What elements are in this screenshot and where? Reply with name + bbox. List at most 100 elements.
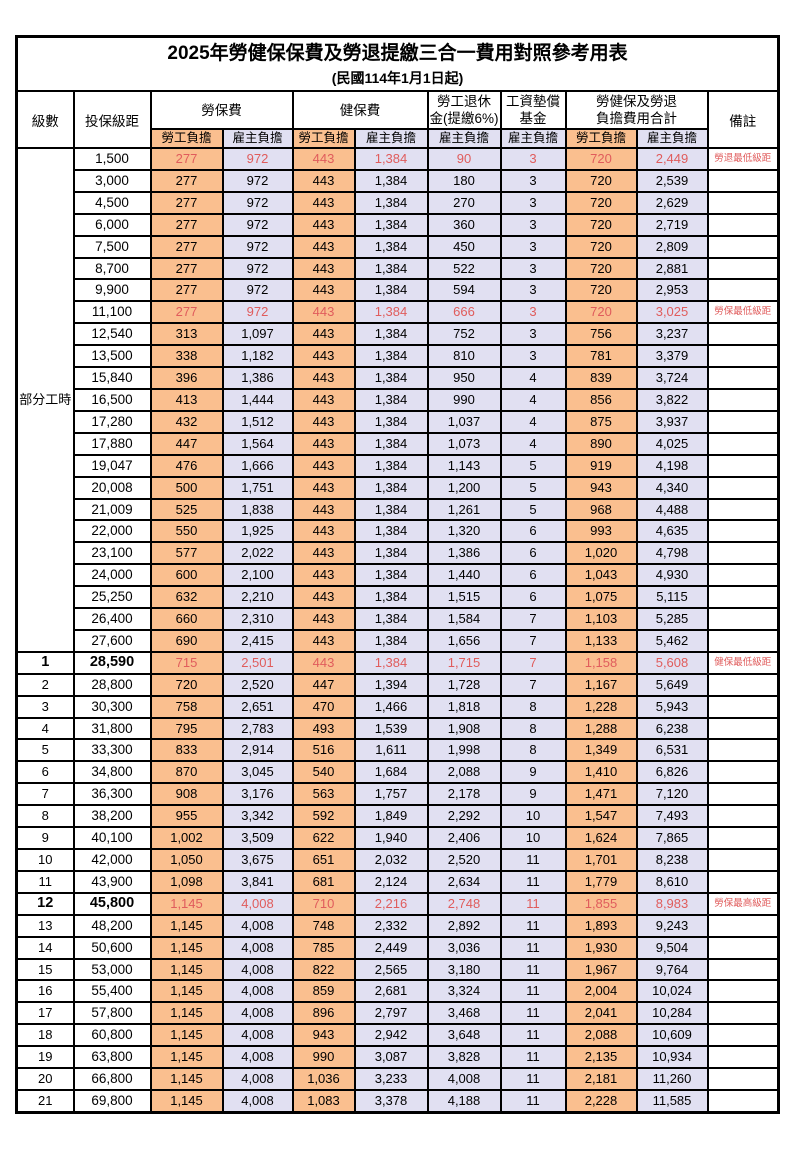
labor-employee-cell: 447 xyxy=(149,431,224,456)
total-employer-cell: 4,488 xyxy=(635,497,709,522)
level-cell: 20 xyxy=(15,1067,75,1091)
table-row: 25,250 632 2,210 443 1,384 1,515 6 1,075 5,115 xyxy=(17,585,780,610)
total-employee-cell: 2,135 xyxy=(564,1045,638,1070)
pension-employer-cell: 810 xyxy=(426,344,502,369)
wage-fund-employer-cell: 11 xyxy=(499,913,567,938)
health-employer-cell: 1,384 xyxy=(353,475,429,500)
table-row: 8 38,200 955 3,342 592 1,849 2,292 10 1,547 7,493 xyxy=(15,804,780,829)
header-wage-fund-line1: 工資墊償 xyxy=(506,94,560,109)
pension-employer-cell: 1,584 xyxy=(426,607,502,631)
bracket-cell: 26,400 xyxy=(72,607,152,631)
total-employer-cell: 10,934 xyxy=(635,1045,709,1070)
pension-employer-cell: 90 xyxy=(426,147,502,171)
wage-fund-employer-cell: 3 xyxy=(499,190,567,215)
pension-employer-cell: 2,634 xyxy=(426,869,502,894)
labor-employee-cell: 1,145 xyxy=(149,1001,224,1026)
header-total-employer-share: 雇主負擔 xyxy=(635,128,709,149)
wage-fund-employer-cell: 4 xyxy=(499,366,567,390)
header-health-fee: 健保費 xyxy=(291,90,429,130)
labor-employee-cell: 277 xyxy=(149,278,224,303)
header-total-line2: 負擔費用合計 xyxy=(596,111,677,126)
header-health-employee-share: 勞工負擔 xyxy=(291,128,356,149)
table-row: 23,100 577 2,022 443 1,384 1,386 6 1,020 4,798 xyxy=(17,541,780,566)
total-employee-cell: 2,004 xyxy=(564,979,638,1004)
total-employer-cell: 5,943 xyxy=(635,694,709,719)
health-employee-cell: 443 xyxy=(291,497,356,522)
wage-fund-employer-cell: 3 xyxy=(499,234,567,259)
bracket-cell: 55,400 xyxy=(72,979,152,1004)
health-employer-cell: 1,384 xyxy=(353,234,429,259)
total-employee-cell: 1,075 xyxy=(564,585,638,610)
labor-employer-cell: 4,008 xyxy=(221,913,294,938)
table-row: 1 28,590 715 2,501 443 1,384 1,715 7 1,158 5,608 健… xyxy=(15,650,780,675)
labor-employee-cell: 1,145 xyxy=(149,1045,224,1070)
total-employer-cell: 3,724 xyxy=(635,366,709,390)
health-employer-cell: 1,384 xyxy=(353,497,429,522)
total-employee-cell: 1,349 xyxy=(564,738,638,763)
remark-cell xyxy=(706,344,780,369)
remark-cell xyxy=(706,234,780,259)
bracket-cell: 38,200 xyxy=(72,804,152,829)
wage-fund-employer-cell: 11 xyxy=(499,1023,567,1048)
table-row: 15,840 396 1,386 443 1,384 950 4 839 3,724 xyxy=(17,366,780,390)
table-row: 14 50,600 1,145 4,008 785 2,449 3,036 11 1,930 9,… xyxy=(15,935,780,960)
total-employee-cell: 875 xyxy=(564,409,638,434)
remark-cell xyxy=(706,694,780,719)
pension-employer-cell: 4,008 xyxy=(426,1067,502,1091)
labor-employer-cell: 1,182 xyxy=(221,344,294,369)
labor-employer-cell: 1,925 xyxy=(221,519,294,544)
labor-employee-cell: 277 xyxy=(149,300,224,325)
labor-employee-cell: 720 xyxy=(149,672,224,697)
header-pension: 勞工退休 金(提繳6%) xyxy=(426,90,502,130)
header-wage-fund-employer-share: 雇主負擔 xyxy=(499,128,567,149)
labor-employee-cell: 715 xyxy=(149,650,224,675)
labor-employer-cell: 972 xyxy=(221,147,294,171)
health-employee-cell: 443 xyxy=(291,366,356,390)
remark-cell xyxy=(706,278,780,303)
labor-employer-cell: 2,210 xyxy=(221,585,294,610)
health-employee-cell: 493 xyxy=(291,716,356,741)
labor-employee-cell: 476 xyxy=(149,453,224,478)
labor-employer-cell: 1,512 xyxy=(221,409,294,434)
labor-employee-cell: 277 xyxy=(149,168,224,193)
header-health-employer-share: 雇主負擔 xyxy=(353,128,429,149)
total-employer-cell: 9,504 xyxy=(635,935,709,960)
level-cell: 13 xyxy=(15,913,75,938)
remark-cell: 健保最低級距 xyxy=(706,650,780,675)
health-employee-cell: 443 xyxy=(291,300,356,325)
total-employer-cell: 5,115 xyxy=(635,585,709,610)
labor-employee-cell: 1,002 xyxy=(149,826,224,850)
total-employee-cell: 1,967 xyxy=(564,957,638,982)
wage-fund-employer-cell: 10 xyxy=(499,804,567,829)
wage-fund-employer-cell: 4 xyxy=(499,409,567,434)
health-employer-cell: 2,797 xyxy=(353,1001,429,1026)
labor-employer-cell: 1,386 xyxy=(221,366,294,390)
labor-employer-cell: 972 xyxy=(221,300,294,325)
health-employee-cell: 822 xyxy=(291,957,356,982)
health-employee-cell: 443 xyxy=(291,453,356,478)
bracket-cell: 17,880 xyxy=(72,431,152,456)
table-body: 部分工時 1,500 277 972 443 1,384 90 3 720 2,449 勞退最低級距… xyxy=(15,147,780,1114)
wage-fund-employer-cell: 11 xyxy=(499,848,567,872)
labor-employee-cell: 500 xyxy=(149,475,224,500)
wage-fund-employer-cell: 3 xyxy=(499,147,567,171)
total-employer-cell: 5,285 xyxy=(635,607,709,631)
header-labor-employer-share: 雇主負擔 xyxy=(221,128,294,149)
total-employee-cell: 919 xyxy=(564,453,638,478)
table-row: 6 34,800 870 3,045 540 1,684 2,088 9 1,410 6,826 xyxy=(15,760,780,785)
total-employee-cell: 1,103 xyxy=(564,607,638,631)
wage-fund-employer-cell: 3 xyxy=(499,256,567,281)
title-row: 2025年勞健保保費及勞退提繳三合一費用對照參考用表 (民國114年1月1日起) xyxy=(15,35,780,92)
wage-fund-employer-cell: 10 xyxy=(499,826,567,850)
table-row: 10 42,000 1,050 3,675 651 2,032 2,520 11 1,701 8,… xyxy=(15,848,780,872)
labor-employer-cell: 2,310 xyxy=(221,607,294,631)
level-cell: 14 xyxy=(15,935,75,960)
remark-cell xyxy=(706,190,780,215)
total-employer-cell: 2,881 xyxy=(635,256,709,281)
total-employer-cell: 5,462 xyxy=(635,628,709,653)
total-employee-cell: 781 xyxy=(564,344,638,369)
pension-employer-cell: 2,520 xyxy=(426,848,502,872)
health-employee-cell: 443 xyxy=(291,168,356,193)
total-employer-cell: 7,865 xyxy=(635,826,709,850)
remark-cell xyxy=(706,431,780,456)
